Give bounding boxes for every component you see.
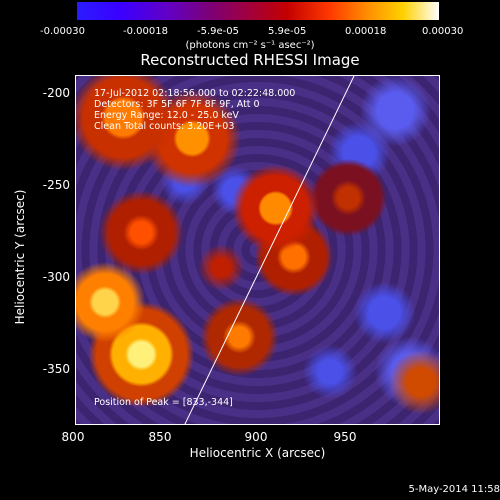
y-tick-label: -200 (42, 86, 70, 100)
x-tick-label: 950 (333, 430, 357, 444)
colorbar (77, 2, 439, 20)
plot-timestamp: 5-May-2014 11:58 (408, 484, 500, 495)
colorbar-tick: 0.00018 (345, 26, 387, 37)
peak-position: Position of Peak = [833,-344] (94, 397, 233, 408)
y-tick-label: -300 (42, 270, 70, 284)
colorbar-tick: -0.00018 (123, 26, 168, 37)
info-energy-range: Energy Range: 12.0 - 25.0 keV (94, 110, 239, 121)
y-tick-label: -350 (42, 362, 70, 376)
colorbar-tick: 0.00030 (422, 26, 464, 37)
plot-title: Reconstructed RHESSI Image (140, 51, 360, 69)
info-clean-counts: Clean Total counts: 3.20E+03 (94, 121, 235, 132)
colorbar-tick: -5.9e-05 (197, 26, 239, 37)
y-axis-label: Heliocentric Y (arcsec) (13, 189, 27, 325)
colorbar-tick: 5.9e-05 (268, 26, 307, 37)
info-time-range: 17-Jul-2012 02:18:56.000 to 02:22:48.000 (94, 88, 296, 99)
x-axis-label: Heliocentric X (arcsec) (189, 446, 326, 460)
rhessi-image: 17-Jul-2012 02:18:56.000 to 02:22:48.000… (75, 75, 440, 425)
colorbar-tick: -0.00030 (40, 26, 85, 37)
solar-limb-line (184, 76, 355, 424)
colorbar-unit: (photons cm⁻² s⁻¹ asec⁻²) (185, 40, 315, 51)
x-tick-label: 850 (148, 430, 172, 444)
x-tick-label: 800 (61, 430, 85, 444)
x-tick-label: 900 (244, 430, 268, 444)
y-tick-label: -250 (42, 178, 70, 192)
info-detectors: Detectors: 3F 5F 6F 7F 8F 9F, Att 0 (94, 99, 260, 110)
